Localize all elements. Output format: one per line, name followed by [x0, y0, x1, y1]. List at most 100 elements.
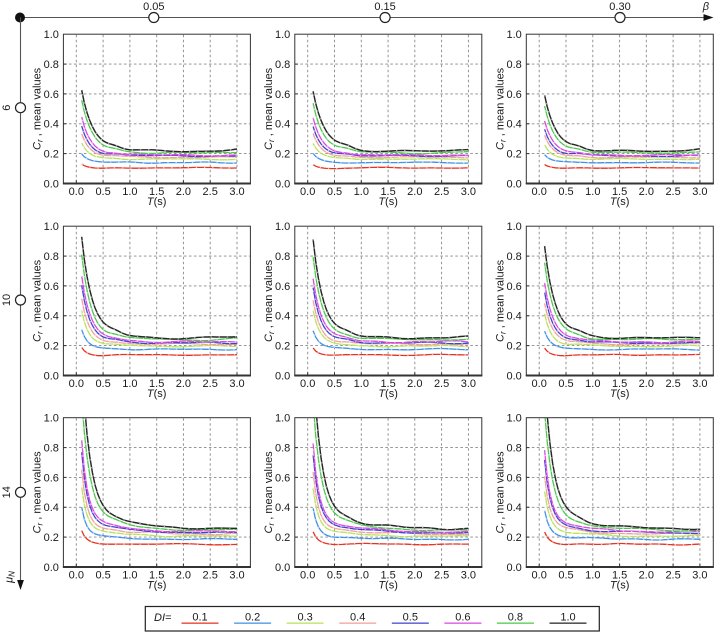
svg-text:0.8: 0.8 [507, 443, 522, 455]
svg-text:1.5: 1.5 [149, 186, 164, 198]
svg-text:1.5: 1.5 [612, 186, 627, 198]
svg-text:0.8: 0.8 [44, 443, 59, 455]
svg-text:1.0: 1.0 [44, 413, 59, 425]
svg-text:2.5: 2.5 [203, 378, 218, 390]
svg-text:3.0: 3.0 [461, 378, 476, 390]
svg-text:14: 14 [1, 486, 13, 498]
svg-text:0.6: 0.6 [275, 89, 290, 101]
svg-text:0.5: 0.5 [558, 570, 573, 582]
svg-text:0.8: 0.8 [507, 251, 522, 263]
svg-text:0.30: 0.30 [609, 1, 630, 13]
svg-text:0.6: 0.6 [507, 472, 522, 484]
svg-text:0.0: 0.0 [44, 562, 59, 574]
svg-text:1.0: 1.0 [560, 612, 575, 624]
svg-text:Cr , mean values: Cr , mean values [263, 67, 276, 150]
svg-text:0.0: 0.0 [507, 562, 522, 574]
svg-text:1.5: 1.5 [380, 570, 395, 582]
svg-text:Cr , mean values: Cr , mean values [32, 259, 45, 342]
svg-text:0.4: 0.4 [507, 311, 522, 323]
svg-text:0.0: 0.0 [532, 378, 547, 390]
svg-text:0.2: 0.2 [507, 532, 522, 544]
svg-text:0.0: 0.0 [300, 570, 315, 582]
svg-text:0.8: 0.8 [275, 59, 290, 71]
svg-text:2.0: 2.0 [176, 570, 191, 582]
svg-text:0.0: 0.0 [507, 178, 522, 190]
svg-text:1.5: 1.5 [149, 570, 164, 582]
svg-text:2.5: 2.5 [665, 378, 680, 390]
svg-text:0.2: 0.2 [245, 612, 260, 624]
svg-text:0.2: 0.2 [275, 149, 290, 161]
svg-text:6: 6 [1, 105, 13, 111]
svg-text:T(s): T(s) [378, 580, 398, 592]
svg-text:0.0: 0.0 [300, 378, 315, 390]
svg-text:T(s): T(s) [147, 196, 167, 208]
svg-text:1.0: 1.0 [507, 413, 522, 425]
svg-text:0.8: 0.8 [44, 251, 59, 263]
svg-text:0.8: 0.8 [44, 59, 59, 71]
svg-text:0.3: 0.3 [297, 612, 312, 624]
svg-text:10: 10 [1, 294, 13, 306]
svg-text:2.5: 2.5 [203, 186, 218, 198]
svg-text:Cr , mean values: Cr , mean values [32, 451, 45, 534]
svg-text:0.0: 0.0 [69, 570, 84, 582]
svg-text:T(s): T(s) [610, 196, 630, 208]
svg-text:Cr , mean values: Cr , mean values [494, 451, 507, 534]
svg-text:0.6: 0.6 [44, 89, 59, 101]
svg-text:0.15: 0.15 [374, 1, 395, 13]
svg-text:0.6: 0.6 [455, 612, 470, 624]
svg-text:1.0: 1.0 [585, 186, 600, 198]
svg-text:1.0: 1.0 [122, 186, 137, 198]
svg-text:Cr , mean values: Cr , mean values [32, 67, 45, 150]
svg-text:1.0: 1.0 [122, 378, 137, 390]
svg-text:2.0: 2.0 [176, 378, 191, 390]
svg-text:1.0: 1.0 [275, 29, 290, 41]
svg-text:0.05: 0.05 [143, 1, 164, 13]
svg-text:1.0: 1.0 [354, 186, 369, 198]
svg-text:0.0: 0.0 [44, 178, 59, 190]
svg-text:0.0: 0.0 [44, 370, 59, 382]
svg-text:1.0: 1.0 [122, 570, 137, 582]
svg-text:Cr , mean values: Cr , mean values [494, 67, 507, 150]
svg-text:0.1: 0.1 [192, 612, 207, 624]
svg-text:0.2: 0.2 [44, 341, 59, 353]
svg-text:1.0: 1.0 [507, 221, 522, 233]
svg-text:0.5: 0.5 [95, 570, 110, 582]
svg-text:1.5: 1.5 [380, 186, 395, 198]
svg-text:0.4: 0.4 [507, 502, 522, 514]
svg-text:0.2: 0.2 [275, 532, 290, 544]
svg-text:1.0: 1.0 [354, 378, 369, 390]
svg-text:1.0: 1.0 [275, 413, 290, 425]
svg-text:0.4: 0.4 [44, 311, 59, 323]
svg-text:1.5: 1.5 [380, 378, 395, 390]
svg-text:2.5: 2.5 [434, 186, 449, 198]
svg-text:0.6: 0.6 [44, 472, 59, 484]
svg-text:0.6: 0.6 [275, 472, 290, 484]
svg-text:2.5: 2.5 [665, 186, 680, 198]
svg-text:0.4: 0.4 [507, 119, 522, 131]
svg-text:1.0: 1.0 [44, 29, 59, 41]
svg-text:0.4: 0.4 [275, 502, 290, 514]
svg-text:1.5: 1.5 [612, 378, 627, 390]
svg-text:0.0: 0.0 [507, 370, 522, 382]
svg-text:3.0: 3.0 [229, 186, 244, 198]
svg-text:0.5: 0.5 [95, 186, 110, 198]
svg-text:0.2: 0.2 [507, 149, 522, 161]
svg-text:2.5: 2.5 [203, 570, 218, 582]
svg-text:Cr , mean values: Cr , mean values [263, 259, 276, 342]
svg-text:0.0: 0.0 [532, 570, 547, 582]
svg-text:3.0: 3.0 [229, 378, 244, 390]
svg-text:β: β [702, 1, 710, 13]
svg-text:T(s): T(s) [610, 580, 630, 592]
svg-text:0.5: 0.5 [327, 186, 342, 198]
svg-text:0.4: 0.4 [44, 119, 59, 131]
svg-text:0.0: 0.0 [275, 562, 290, 574]
svg-text:0.5: 0.5 [327, 570, 342, 582]
svg-text:0.4: 0.4 [275, 311, 290, 323]
svg-text:2.0: 2.0 [176, 186, 191, 198]
svg-text:0.5: 0.5 [558, 378, 573, 390]
svg-text:0.2: 0.2 [44, 149, 59, 161]
svg-text:Cr , mean values: Cr , mean values [494, 259, 507, 342]
svg-text:1.0: 1.0 [507, 29, 522, 41]
svg-text:0.5: 0.5 [558, 186, 573, 198]
svg-text:T(s): T(s) [378, 388, 398, 400]
